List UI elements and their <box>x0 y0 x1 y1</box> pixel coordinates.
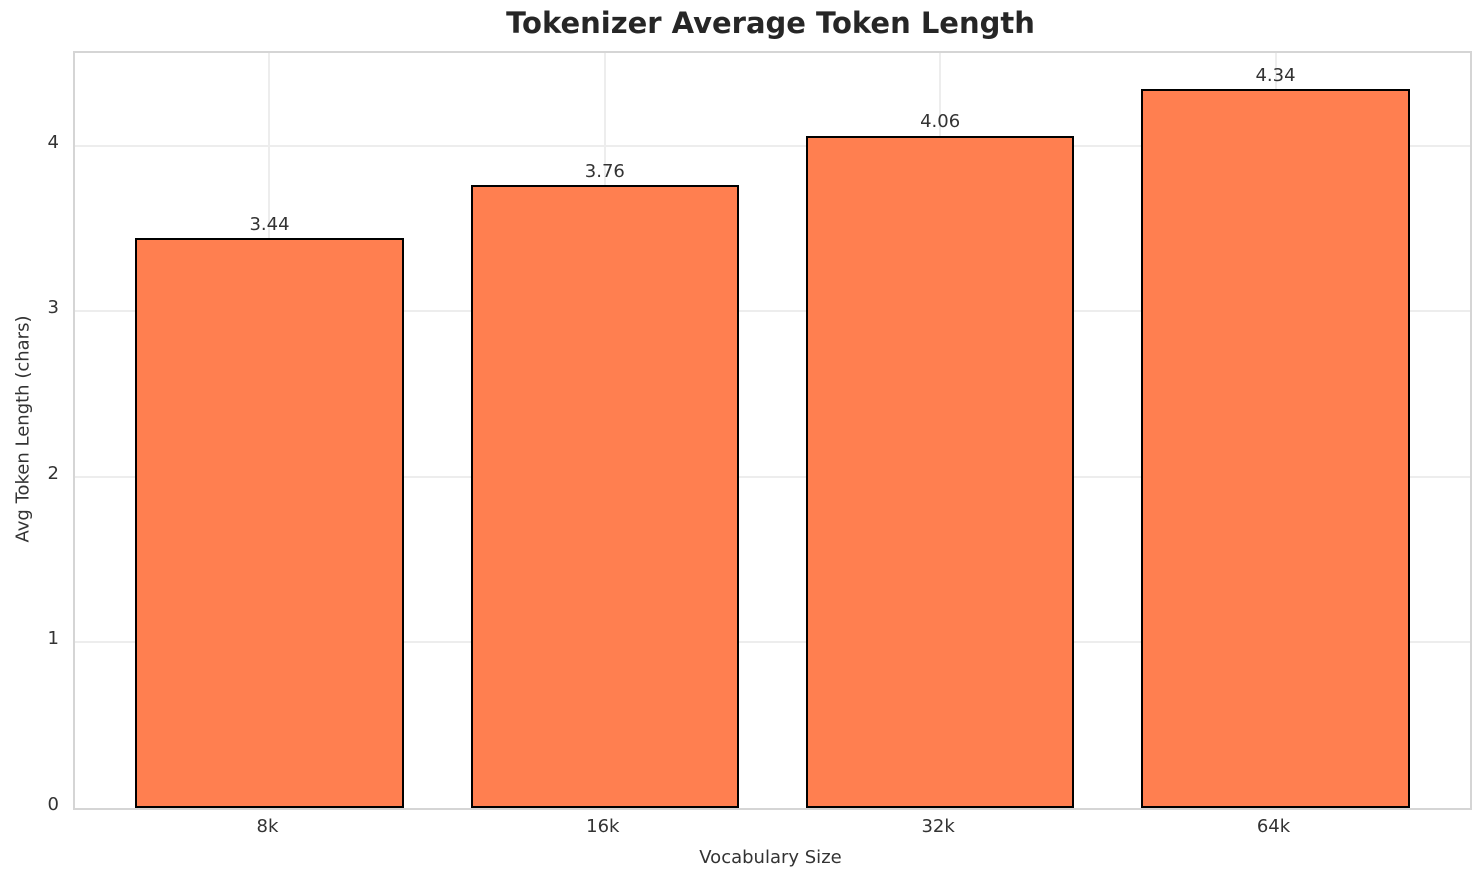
y-tick-label: 3 <box>47 297 59 319</box>
x-axis-label: Vocabulary Size <box>699 847 842 868</box>
bar <box>1141 89 1410 808</box>
y-gridline <box>75 310 1470 313</box>
bar-value-label: 4.06 <box>920 111 961 132</box>
chart-title: Tokenizer Average Token Length <box>506 6 1035 40</box>
plot-area: 3.44 3.76 4.06 4.34 <box>73 51 1472 810</box>
x-tick-label: 64k <box>1256 816 1291 837</box>
x-tick-label: 8k <box>256 816 279 837</box>
bar-value-label: 3.44 <box>249 213 290 235</box>
y-tick-label: 0 <box>47 794 59 815</box>
y-gridline <box>75 641 1470 644</box>
y-gridline <box>75 144 1470 147</box>
bar-value-label: 3.76 <box>584 160 625 182</box>
y-tick-label: 4 <box>47 131 59 153</box>
bar-value-label: 4.34 <box>1255 64 1296 86</box>
y-tick-label: 2 <box>47 462 59 484</box>
bar <box>806 135 1075 808</box>
x-tick-label: 16k <box>586 816 620 837</box>
y-tick-label: 1 <box>47 628 59 650</box>
bar <box>470 185 739 808</box>
bar <box>135 238 404 808</box>
y-gridline <box>75 475 1470 478</box>
x-tick-label: 32k <box>921 816 955 837</box>
y-axis-label: Avg Token Length (chars) <box>12 315 34 543</box>
